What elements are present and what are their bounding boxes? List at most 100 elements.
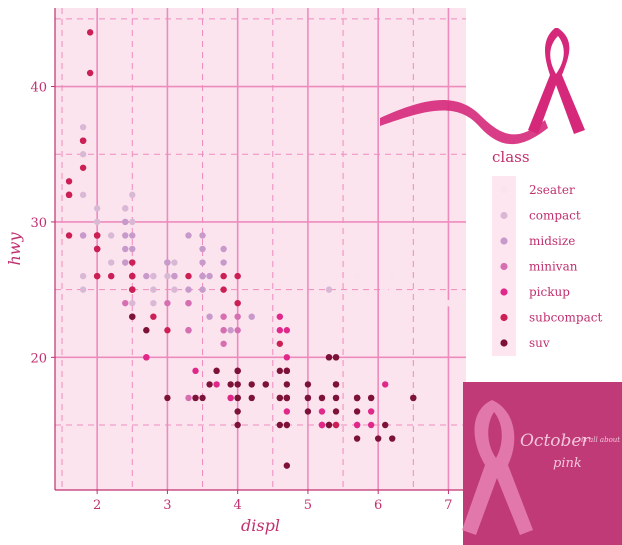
data-point-midsize <box>185 286 192 293</box>
data-point-suv <box>332 354 340 361</box>
data-point-2seater <box>389 272 396 280</box>
data-point-compact <box>79 286 87 293</box>
data-point-suv <box>283 394 291 402</box>
data-point-suv <box>374 435 382 442</box>
data-point-midsize <box>143 272 150 280</box>
legend-key-pickup <box>500 288 508 296</box>
data-point-suv <box>234 408 241 415</box>
data-point-subcompact <box>129 272 136 280</box>
data-point-subcompact <box>150 313 157 320</box>
data-point-suv <box>276 421 284 429</box>
data-point-compact <box>150 286 157 293</box>
data-point-suv <box>227 381 234 388</box>
legend-label-midsize: midsize <box>529 234 575 248</box>
data-point-pickup <box>367 421 375 429</box>
legend-key-compact <box>500 211 508 220</box>
data-point-midsize <box>199 232 206 239</box>
x-tick-label: 4 <box>234 498 242 513</box>
data-point-subcompact <box>129 286 136 293</box>
data-point-compact <box>79 191 87 199</box>
data-point-midsize <box>199 245 206 253</box>
data-point-pickup <box>276 313 284 320</box>
data-point-suv <box>143 327 150 334</box>
data-point-suv <box>164 394 171 402</box>
data-point-suv <box>353 435 361 442</box>
data-point-minivan <box>185 394 192 402</box>
data-point-suv <box>325 421 333 429</box>
data-point-subcompact <box>234 272 241 280</box>
data-point-compact <box>79 272 87 280</box>
data-point-minivan <box>122 299 129 307</box>
data-point-midsize <box>248 313 255 320</box>
data-point-midsize <box>206 313 213 320</box>
data-point-suv <box>304 394 312 402</box>
legend-label-pickup: pickup <box>529 285 570 299</box>
data-point-suv <box>262 381 269 388</box>
data-point-midsize <box>206 272 213 280</box>
data-point-pickup <box>143 354 150 361</box>
data-point-compact <box>108 259 115 266</box>
data-point-2seater <box>445 299 452 307</box>
data-point-suv <box>234 394 241 402</box>
legend-key-subcompact <box>500 313 508 322</box>
data-point-midsize <box>171 272 178 280</box>
data-point-suv <box>410 394 417 402</box>
data-point-subcompact <box>93 232 101 239</box>
legend-title: class <box>492 148 530 166</box>
data-point-compact <box>325 286 333 293</box>
data-point-suv <box>325 354 333 361</box>
data-point-compact <box>79 151 87 158</box>
x-tick-label: 3 <box>163 498 171 513</box>
data-point-minivan <box>234 327 241 334</box>
data-point-suv <box>367 394 375 402</box>
data-point-minivan <box>185 327 192 334</box>
legend-label-subcompact: subcompact <box>529 311 602 325</box>
data-point-compact <box>171 286 178 293</box>
data-point-subcompact <box>93 245 101 253</box>
data-point-subcompact <box>79 164 87 171</box>
ribbon-decoration <box>528 28 585 134</box>
x-tick-label: 7 <box>444 498 452 513</box>
data-point-midsize <box>122 259 129 266</box>
data-point-suv <box>332 408 340 415</box>
data-point-pickup <box>192 367 199 375</box>
badge-text-line2: is all about <box>581 436 620 444</box>
data-point-suv <box>304 408 312 415</box>
data-point-midsize <box>79 232 87 239</box>
data-point-compact <box>164 272 171 280</box>
data-point-subcompact <box>108 272 115 280</box>
data-point-subcompact <box>220 272 227 280</box>
badge-text-line1: October <box>520 431 590 451</box>
data-point-suv <box>332 394 340 402</box>
data-point-midsize <box>129 232 136 239</box>
data-point-pickup <box>283 354 291 361</box>
legend-label-2seater: 2seater <box>529 183 575 197</box>
x-tick-label: 2 <box>93 498 101 513</box>
data-point-compact <box>93 218 101 226</box>
data-point-suv <box>353 408 361 415</box>
data-point-pickup <box>318 408 326 415</box>
legend-label-minivan: minivan <box>529 260 578 274</box>
data-point-minivan <box>234 313 241 320</box>
data-point-pickup <box>382 381 389 388</box>
ribbon-decoration <box>550 36 564 74</box>
data-point-subcompact <box>65 232 73 239</box>
data-point-subcompact <box>86 29 94 36</box>
data-point-pickup <box>367 408 375 415</box>
data-point-suv <box>234 367 241 375</box>
badge-text-line3: pink <box>553 456 582 471</box>
data-point-midsize <box>129 245 136 253</box>
data-point-compact <box>129 218 136 226</box>
data-point-subcompact <box>185 272 192 280</box>
data-point-minivan <box>220 327 227 334</box>
data-point-pickup <box>283 327 291 334</box>
data-point-midsize <box>199 272 206 280</box>
data-point-suv <box>206 381 213 388</box>
data-point-minivan <box>220 340 227 347</box>
x-tick-label: 6 <box>374 498 382 513</box>
y-tick-label: 30 <box>30 216 47 231</box>
y-tick-label: 40 <box>30 81 47 96</box>
data-point-subcompact <box>129 259 136 266</box>
data-point-subcompact <box>220 286 227 293</box>
data-point-pickup <box>213 381 220 388</box>
